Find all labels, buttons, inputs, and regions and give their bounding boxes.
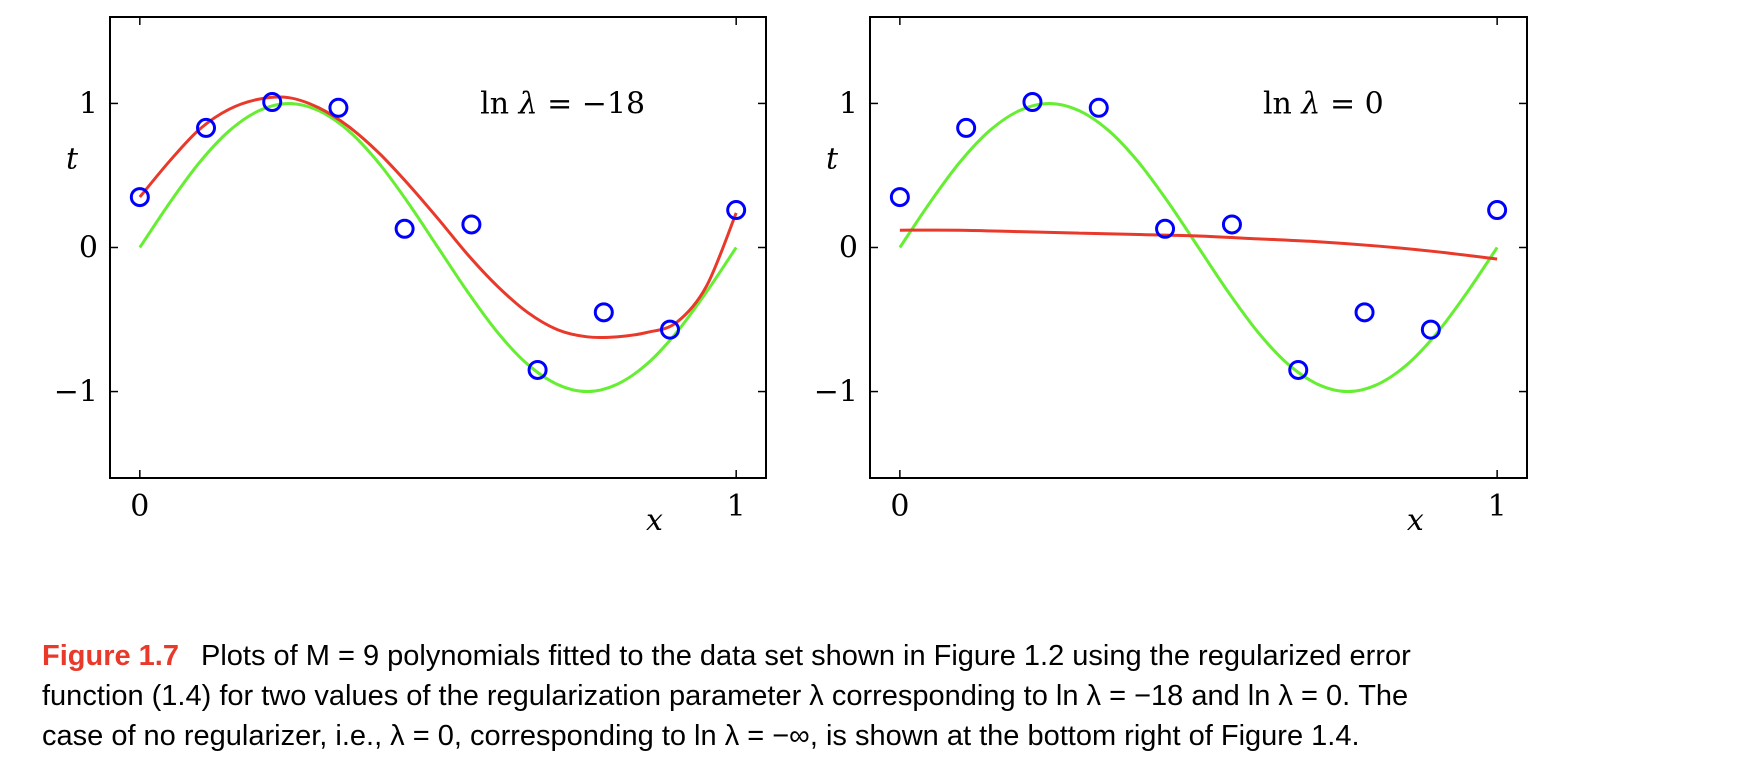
data-point: [527, 359, 548, 380]
figure-caption: Figure 1.7 Plots of M = 9 polynomials fit…: [42, 636, 1742, 756]
lambda-annotation: ln λ = 0: [1263, 86, 1384, 121]
data-point: [1221, 214, 1242, 235]
y-tick-label: 0: [79, 231, 98, 266]
fitted-polynomial-curve: [138, 95, 738, 340]
data-point: [328, 97, 349, 118]
data-point: [129, 187, 150, 208]
data-point: [956, 117, 977, 138]
caption-line-1-text: Plots of M = 9 polynomials fitted to the…: [201, 640, 1411, 672]
y-tick-label: −1: [814, 375, 858, 410]
caption-line-2: function (1.4) for two values of the reg…: [42, 680, 1409, 712]
caption-line-1: Figure 1.7 Plots of M = 9 polynomials fit…: [42, 636, 1742, 676]
data-point: [1022, 91, 1043, 112]
left-plot: −1 0 1 0 1 x t ln λ = −18: [54, 16, 767, 538]
data-point: [1420, 319, 1441, 340]
data-point: [593, 302, 614, 323]
y-tick-label: 1: [839, 86, 858, 121]
data-point: [1088, 97, 1109, 118]
x-tick-label: 1: [1488, 489, 1507, 524]
data-point: [1288, 359, 1309, 380]
x-axis-label: x: [646, 503, 663, 538]
right-plot: −1 0 1 0 1 x t ln λ = 0: [814, 16, 1528, 538]
y-axis-label: t: [826, 141, 839, 176]
x-tick-label: 1: [727, 489, 746, 524]
data-point: [1487, 200, 1508, 221]
data-point: [659, 319, 680, 340]
x-axis-label: x: [1407, 503, 1424, 538]
data-point: [726, 200, 747, 221]
y-axis-label: t: [66, 141, 79, 176]
data-point: [1354, 302, 1375, 323]
data-point: [889, 187, 910, 208]
y-tick-label: −1: [54, 375, 98, 410]
sine-curve: [898, 101, 1499, 394]
data-point: [394, 218, 415, 239]
lambda-annotation: ln λ = −18: [480, 86, 645, 121]
fitted-polynomial-curve: [899, 228, 1498, 261]
figure-plots: −1 0 1 0 1 x t ln λ = −18 −1 0 1 0 1 x t ln λ = 0: [54, 16, 1528, 538]
x-tick-label: 0: [130, 489, 149, 524]
caption-figure-number: Figure 1.7: [42, 640, 179, 672]
y-tick-label: 1: [79, 86, 98, 121]
data-point: [196, 117, 217, 138]
sine-curve: [138, 101, 738, 394]
caption-line-3: case of no regularizer, i.e., λ = 0, cor…: [42, 720, 1360, 752]
data-point: [461, 214, 482, 235]
y-tick-label: 0: [839, 231, 858, 266]
x-tick-label: 0: [890, 489, 909, 524]
data-point: [1155, 218, 1176, 239]
data-point: [262, 91, 283, 112]
